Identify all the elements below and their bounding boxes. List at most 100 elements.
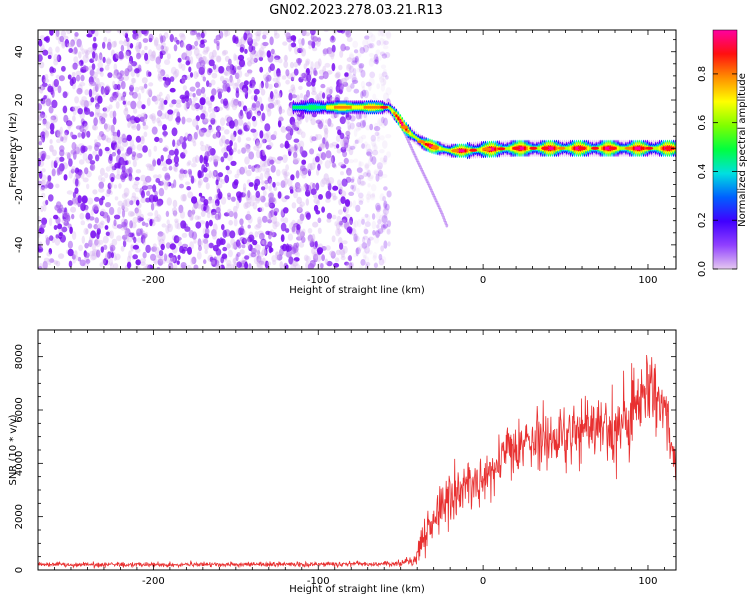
noise-blob [177,254,181,261]
noise-blob [172,139,176,147]
noise-blob [189,86,196,92]
noise-blob [382,38,386,47]
noise-blob [375,230,380,239]
noise-blob [160,243,165,251]
noise-blob [318,146,322,152]
noise-blob [241,84,249,93]
noise-blob [132,32,139,40]
noise-blob [198,192,203,197]
noise-blob [203,156,208,165]
noise-blob [189,31,196,36]
noise-blob [41,134,46,143]
noise-blob [172,70,178,79]
noise-blob [94,139,98,144]
noise-blob [205,143,209,152]
noise-blob [47,85,54,93]
noise-blob [293,68,299,76]
noise-blob [154,246,160,255]
ridge-mark [567,146,570,151]
noise-blob [137,30,142,34]
noise-blob [254,178,261,187]
noise-blob [50,116,55,124]
noise-blob [284,195,290,200]
noise-blob [326,94,333,101]
noise-blob [291,94,297,99]
ridge-mark [638,146,641,151]
noise-blob [140,136,145,145]
noise-blob [120,245,125,252]
noise-blob [376,162,383,170]
noise-blob [152,159,157,167]
noise-blob [365,170,370,175]
noise-blob [175,116,181,126]
noise-blob [330,155,336,164]
noise-blob [69,226,73,234]
noise-blob [61,226,68,233]
noise-blob [297,38,303,45]
noise-blob [261,180,265,186]
noise-blob [216,106,224,111]
noise-blob [292,159,299,165]
noise-blob [361,89,367,97]
noise-blob [147,264,154,269]
noise-blob [260,103,264,112]
spectrogram-ytick-label: -40 [14,237,25,253]
noise-blob [85,50,89,59]
noise-blob [174,148,179,157]
noise-blob [244,72,250,77]
noise-blob [346,57,353,63]
noise-blob [365,238,371,245]
noise-blob [214,169,218,176]
noise-blob [246,32,253,40]
noise-blob [248,109,253,118]
noise-blob [307,40,313,46]
noise-blob [350,184,354,190]
noise-blob [248,263,252,269]
noise-blob [154,190,158,197]
noise-blob [111,165,117,171]
noise-blob [280,217,284,222]
noise-blob [266,74,272,82]
noise-blob [221,147,228,154]
noise-blob [164,174,171,181]
noise-blob [181,52,188,60]
noise-blob [42,152,47,160]
noise-blob [369,194,376,201]
noise-blob [184,226,191,232]
noise-blob [358,64,363,73]
noise-blob [181,76,186,84]
noise-blob [184,169,188,178]
noise-blob [337,82,345,91]
noise-blob [364,213,369,218]
noise-blob [66,190,74,195]
noise-blob [340,190,347,198]
noise-blob [174,108,179,114]
noise-blob [134,187,141,193]
noise-blob [346,117,350,125]
noise-blob [96,77,100,86]
noise-blob [59,204,64,209]
noise-blob [191,163,197,168]
noise-blob [87,223,93,229]
noise-blob [223,212,230,217]
ridge-mark [660,146,663,151]
noise-blob [234,37,239,44]
noise-blob [359,120,366,129]
noise-blob [61,41,66,49]
noise-blob [239,236,246,242]
noise-blob [366,191,371,197]
noise-blob [344,76,350,81]
noise-blob [239,166,245,175]
noise-blob [296,231,302,236]
noise-blob [288,89,294,94]
noise-blob [92,124,98,131]
noise-blob [324,258,329,265]
noise-blob [38,39,43,47]
noise-blob [252,239,258,246]
snr-ytick-label: 6000 [14,397,25,422]
noise-blob [382,223,389,229]
noise-blob [358,197,364,203]
noise-blob [66,30,72,35]
noise-blob [109,244,116,252]
noise-blob [276,169,281,177]
